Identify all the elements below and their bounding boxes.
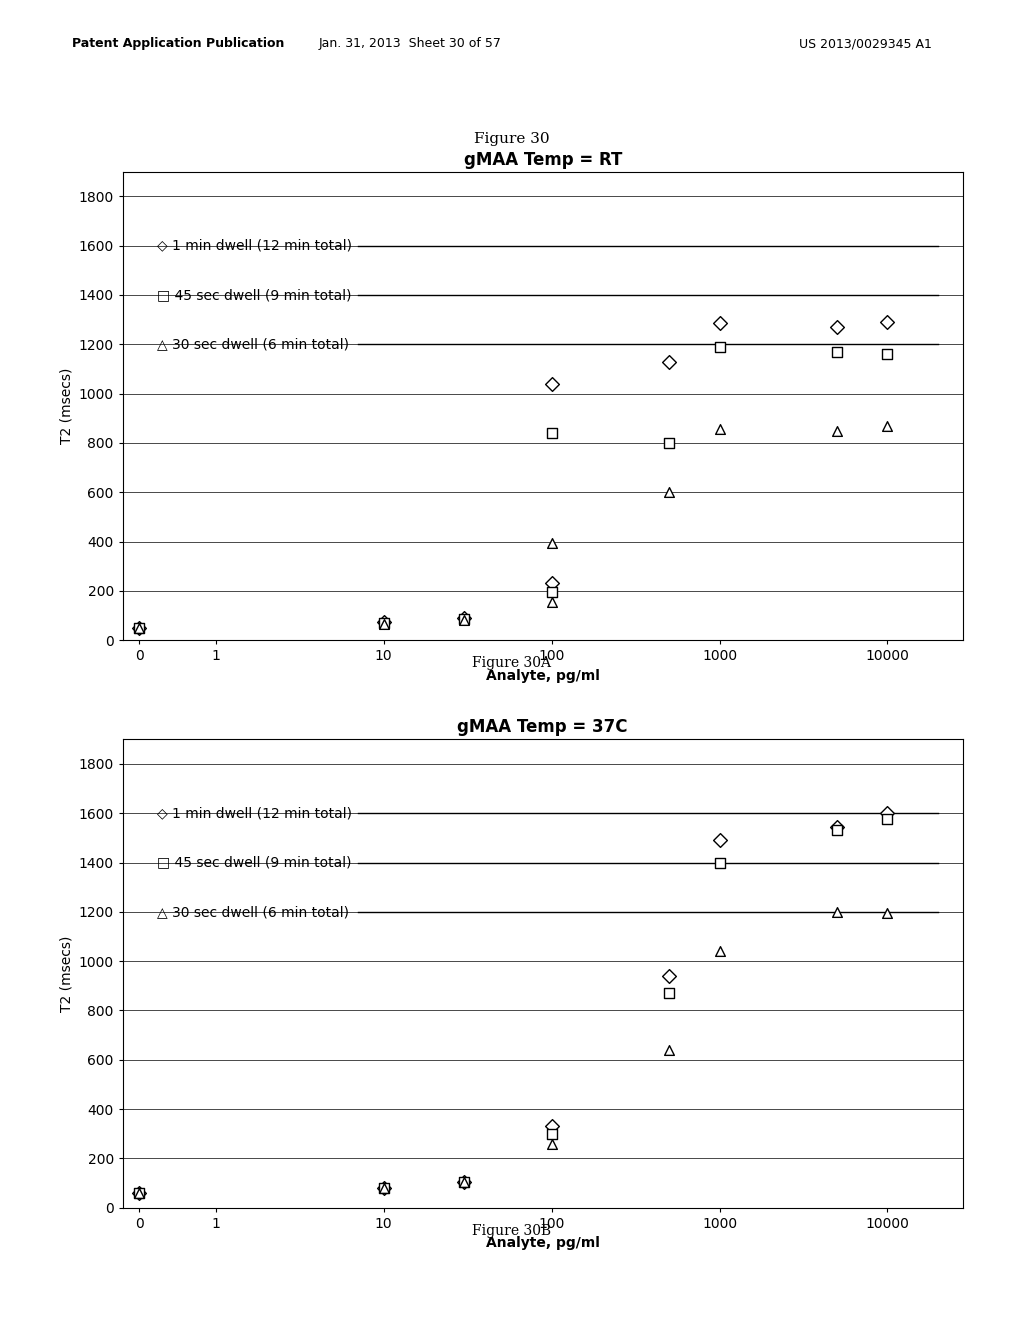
Point xyxy=(456,1171,472,1192)
Point xyxy=(456,609,472,630)
Point xyxy=(828,816,845,837)
Point xyxy=(828,902,845,923)
Point xyxy=(712,337,728,358)
Text: ◇ 1 min dwell (12 min total): ◇ 1 min dwell (12 min total) xyxy=(158,239,352,252)
Point xyxy=(828,317,845,338)
Point xyxy=(880,803,896,824)
Point xyxy=(828,420,845,441)
Point xyxy=(131,618,147,639)
Point xyxy=(376,612,392,634)
Y-axis label: T2 (msecs): T2 (msecs) xyxy=(59,368,73,444)
Y-axis label: T2 (msecs): T2 (msecs) xyxy=(59,936,73,1011)
X-axis label: Analyte, pg/ml: Analyte, pg/ml xyxy=(485,1237,600,1250)
Point xyxy=(544,374,560,395)
Point xyxy=(131,1181,147,1203)
Point xyxy=(131,618,147,639)
Point xyxy=(544,1123,560,1144)
Point xyxy=(544,1133,560,1154)
Point xyxy=(544,573,560,594)
Point xyxy=(376,612,392,634)
X-axis label: Analyte, pg/ml: Analyte, pg/ml xyxy=(485,669,600,682)
Text: △ 30 sec dwell (6 min total): △ 30 sec dwell (6 min total) xyxy=(158,337,349,351)
Point xyxy=(131,1181,147,1203)
Point xyxy=(456,1171,472,1192)
Point xyxy=(712,418,728,440)
Point xyxy=(544,1115,560,1137)
Point xyxy=(828,341,845,362)
Text: ◇ 1 min dwell (12 min total): ◇ 1 min dwell (12 min total) xyxy=(158,807,352,820)
Point xyxy=(660,965,677,986)
Point xyxy=(880,312,896,333)
Point xyxy=(712,851,728,873)
Point xyxy=(660,482,677,503)
Point xyxy=(660,1039,677,1060)
Text: Figure 30: Figure 30 xyxy=(474,132,550,145)
Point xyxy=(544,591,560,612)
Title: gMAA Temp = 37C: gMAA Temp = 37C xyxy=(458,718,628,737)
Point xyxy=(712,313,728,334)
Text: □ 45 sec dwell (9 min total): □ 45 sec dwell (9 min total) xyxy=(158,288,352,302)
Point xyxy=(828,820,845,841)
Point xyxy=(376,1177,392,1199)
Title: gMAA Temp = RT: gMAA Temp = RT xyxy=(464,150,622,169)
Text: △ 30 sec dwell (6 min total): △ 30 sec dwell (6 min total) xyxy=(158,904,349,919)
Point xyxy=(660,433,677,454)
Point xyxy=(376,1177,392,1199)
Text: Figure 30B: Figure 30B xyxy=(472,1224,552,1238)
Point xyxy=(880,903,896,924)
Point xyxy=(456,1171,472,1192)
Text: □ 45 sec dwell (9 min total): □ 45 sec dwell (9 min total) xyxy=(158,855,352,870)
Text: US 2013/0029345 A1: US 2013/0029345 A1 xyxy=(799,37,932,50)
Point xyxy=(660,982,677,1003)
Point xyxy=(376,1177,392,1199)
Point xyxy=(456,610,472,631)
Text: Patent Application Publication: Patent Application Publication xyxy=(72,37,284,50)
Point xyxy=(712,830,728,851)
Point xyxy=(544,582,560,603)
Point xyxy=(131,618,147,639)
Text: Jan. 31, 2013  Sheet 30 of 57: Jan. 31, 2013 Sheet 30 of 57 xyxy=(318,37,501,50)
Point xyxy=(544,532,560,553)
Point xyxy=(456,607,472,628)
Point xyxy=(131,1181,147,1203)
Point xyxy=(544,422,560,444)
Point xyxy=(880,414,896,436)
Point xyxy=(660,351,677,372)
Point xyxy=(712,941,728,962)
Point xyxy=(376,612,392,634)
Point xyxy=(880,343,896,364)
Text: Figure 30A: Figure 30A xyxy=(472,656,552,671)
Point xyxy=(880,809,896,830)
